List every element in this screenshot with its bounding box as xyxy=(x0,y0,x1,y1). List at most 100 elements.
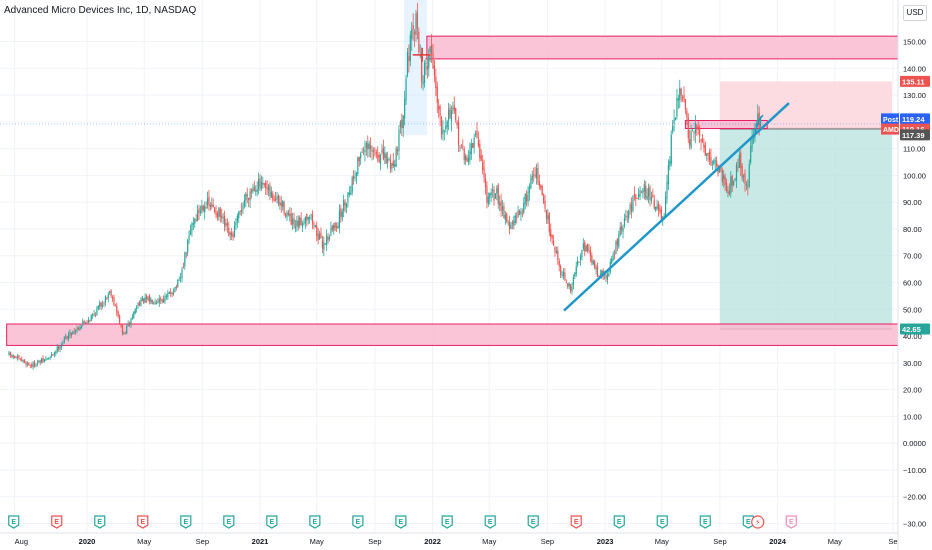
candle-body xyxy=(392,160,394,166)
candle-body xyxy=(314,225,316,227)
candle-body xyxy=(100,302,102,307)
candle-body xyxy=(457,122,460,145)
earnings-event-icon[interactable] xyxy=(266,515,278,529)
earnings-event-icon[interactable] xyxy=(180,515,192,529)
resistance-zone[interactable] xyxy=(426,35,899,60)
candle-body xyxy=(248,198,250,200)
candle-body xyxy=(345,203,348,208)
y-tick-label: 130.00 xyxy=(903,91,926,100)
candle-body xyxy=(124,333,126,335)
earnings-event-icon[interactable] xyxy=(352,515,364,529)
candle-body xyxy=(28,362,30,366)
support-zone[interactable] xyxy=(6,323,899,346)
earnings-event-icon[interactable] xyxy=(699,515,711,529)
candle-body xyxy=(277,195,280,204)
candle-body xyxy=(155,302,158,304)
candle-body xyxy=(521,212,523,214)
candle-body xyxy=(140,300,142,307)
candle-body xyxy=(544,201,546,209)
candle-body xyxy=(238,211,240,219)
price-tag-label: 42.65 xyxy=(902,325,921,334)
candle-body xyxy=(579,256,582,261)
candle-body xyxy=(171,292,173,295)
candle-body xyxy=(76,327,78,331)
price-tag xyxy=(900,75,930,87)
earnings-event-icon[interactable] xyxy=(742,515,754,529)
candle-body xyxy=(43,359,46,362)
candle-body xyxy=(109,291,111,293)
earnings-event-icon[interactable] xyxy=(785,515,797,529)
candle-body xyxy=(423,63,426,83)
candle-body xyxy=(15,357,17,359)
candle-body xyxy=(433,65,436,76)
candle-body xyxy=(616,238,618,246)
candle-body xyxy=(330,228,332,235)
candle-body xyxy=(232,234,234,238)
candle-body xyxy=(147,296,149,301)
candle-body xyxy=(449,107,451,119)
candle-body xyxy=(266,187,268,190)
ascending-trendline[interactable] xyxy=(563,102,790,312)
candle-body xyxy=(592,261,594,265)
candle-body xyxy=(572,277,575,286)
y-tick-label: 0.0000 xyxy=(903,439,926,448)
candle-body xyxy=(691,129,694,131)
candle-body xyxy=(635,195,637,200)
candle-body xyxy=(677,98,679,101)
candle-body xyxy=(589,250,592,257)
candle-body xyxy=(381,150,383,153)
earnings-event-icon[interactable] xyxy=(223,515,235,529)
candle-body xyxy=(9,352,12,355)
candle-body xyxy=(467,157,470,162)
earnings-event-icon[interactable] xyxy=(395,515,407,529)
candle-body xyxy=(395,148,397,167)
candle-body xyxy=(19,358,21,360)
candle-body xyxy=(65,336,67,338)
earnings-event-icon[interactable] xyxy=(441,515,453,529)
candle-body xyxy=(307,216,309,220)
earnings-event-icon[interactable] xyxy=(94,515,106,529)
earnings-event-icon[interactable] xyxy=(656,515,668,529)
candle-body xyxy=(195,219,197,221)
candle-body xyxy=(526,194,528,201)
earnings-event-icon[interactable] xyxy=(613,515,625,529)
currency-button[interactable]: USD xyxy=(903,5,927,21)
candle-body xyxy=(571,286,573,292)
earnings-event-icon[interactable] xyxy=(570,515,582,529)
earnings-event-icon[interactable] xyxy=(137,515,149,529)
candle-body xyxy=(131,316,133,320)
candle-body xyxy=(599,273,601,276)
dividend-event-icon[interactable] xyxy=(751,515,765,529)
earnings-event-icon[interactable] xyxy=(51,515,63,529)
y-tick-label: 10.00 xyxy=(903,412,922,421)
candle-body xyxy=(236,215,238,222)
candle-body xyxy=(279,201,281,205)
candle-body xyxy=(361,152,363,153)
candle-body xyxy=(511,222,514,225)
candle-body xyxy=(97,306,99,309)
candle-body xyxy=(690,131,692,149)
candle-body xyxy=(391,163,393,169)
candle-body xyxy=(35,365,37,367)
candle-body xyxy=(69,331,71,336)
candle-body xyxy=(384,152,386,159)
candle-body xyxy=(387,158,389,163)
candle-body xyxy=(245,193,247,201)
y-tick-label: 70.00 xyxy=(903,252,922,261)
candle-body xyxy=(58,346,60,350)
candle-body xyxy=(405,78,407,100)
earnings-event-icon[interactable] xyxy=(484,515,496,529)
candle-body xyxy=(567,283,569,287)
candle-body xyxy=(608,273,610,276)
y-tick-label: 100.00 xyxy=(903,171,926,180)
candle-body xyxy=(664,197,667,217)
earnings-event-icon[interactable] xyxy=(8,515,20,529)
candle-body xyxy=(737,167,739,169)
earnings-event-icon[interactable] xyxy=(309,515,321,529)
earnings-event-icon[interactable] xyxy=(527,515,539,529)
candle-body xyxy=(126,326,128,334)
candle-body xyxy=(53,352,55,355)
event-label: E xyxy=(488,519,493,526)
candle-body xyxy=(504,214,506,220)
